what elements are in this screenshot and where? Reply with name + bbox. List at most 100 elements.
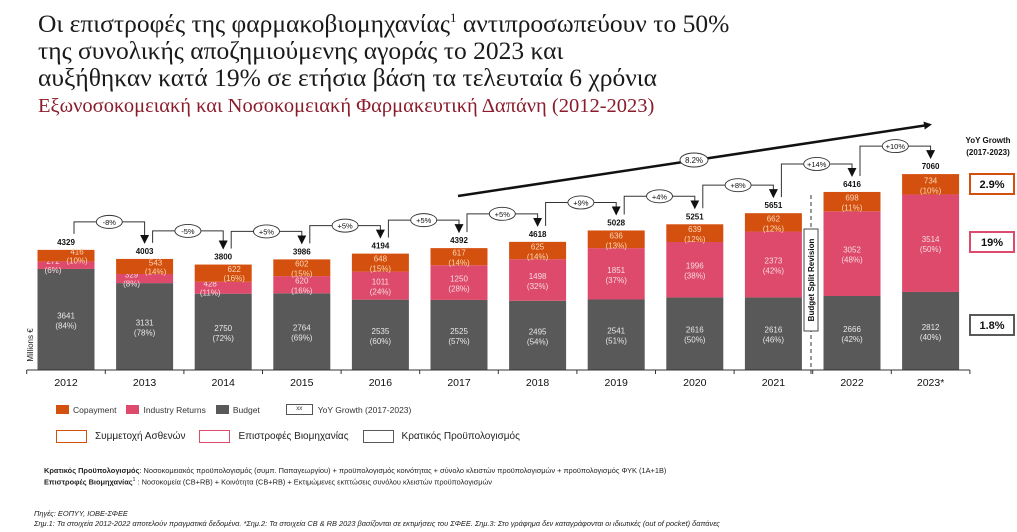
x-tick-label: 2021 (762, 377, 786, 389)
yoy-badge (803, 157, 831, 171)
bar-segment-copayment (194, 264, 252, 282)
bar-segment-industry-returns (194, 281, 252, 294)
segment-value-label: 1851 (607, 266, 625, 275)
yoy-badge (331, 218, 359, 233)
segment-value-label: 2535 (372, 327, 390, 336)
bar-segment-copayment (37, 249, 95, 262)
segment-percent-label: (51%) (606, 337, 628, 346)
legend-gr-budget: Κρατικός Προϋπολογισμός (362, 430, 520, 443)
note-returns-footnote-marker: 1 (132, 476, 136, 483)
legend-gr-copayment: Συμμετοχή Ασθενών (56, 430, 185, 443)
segment-percent-label: (14%) (527, 253, 549, 262)
bar-segment-industry-returns (744, 231, 802, 298)
segment-value-label: 2812 (922, 323, 940, 332)
bar-segment-industry-returns (509, 259, 567, 301)
segment-percent-label: (10%) (920, 186, 942, 195)
bar-total-label: 4194 (372, 242, 390, 251)
bar-segment-budget (666, 297, 724, 370)
bar-segment-budget (587, 299, 645, 370)
segment-value-label: 2616 (686, 326, 704, 335)
note-returns-definition: : Νοσοκομεία (CB+RB) + Κοινότητα (CB+RB)… (135, 476, 492, 486)
sources-line: Πηγές: ΕΟΠΥΥ, ΙΟΒΕ-ΣΦΕΕ (34, 509, 128, 518)
bar-total-label: 6416 (843, 180, 861, 189)
legend-gr-label-budget: Κρατικός Προϋπολογισμός (401, 431, 520, 442)
segment-value-label: 2616 (765, 326, 783, 335)
note-budget-term: Κρατικός Προϋπολογισμός (44, 466, 140, 475)
headline-footnote-marker: 1 (449, 10, 457, 25)
yoy-badge-label: +5% (495, 210, 511, 219)
definitions-notes: Κρατικός Προϋπολογισμός: Νοσοκομειακός π… (44, 466, 666, 486)
headline-line-1-tail: αντιπροσωπεύουν το 50% (456, 9, 730, 38)
segment-percent-label: (72%) (213, 334, 235, 343)
segment-value-label: 698 (845, 194, 859, 203)
yoy-badge (488, 206, 516, 221)
segment-percent-label: (8%) (123, 280, 140, 289)
note-returns: Επιστροφές Βιομηχανίας1 : Νοσοκομεία (CB… (44, 476, 666, 487)
yoy-budget-box (969, 314, 1015, 336)
y-axis-label: Millions € (26, 328, 35, 362)
legend-greek: Συμμετοχή Ασθενών Επιστροφές Βιομηχανίας… (56, 430, 534, 443)
segment-percent-label: (84%) (55, 321, 77, 330)
yoy-badge-label: +5% (416, 216, 432, 225)
bar-segment-copayment (273, 259, 331, 277)
note-returns-term: Επιστροφές Βιομηχανίας (44, 476, 133, 486)
bar-segment-copayment (823, 191, 881, 212)
segment-value-label: 3131 (136, 319, 154, 328)
yoy-badge (646, 189, 673, 204)
segment-percent-label: (6%) (45, 266, 62, 275)
legend-label-yoy: YoY Growth (2017-2023) (317, 404, 412, 415)
segment-percent-label: (42%) (763, 266, 785, 275)
yoy-badge-label: +10% (886, 142, 906, 151)
segment-value-label: 2764 (293, 324, 311, 333)
note-budget: Κρατικός Προϋπολογισμός: Νοσοκομειακός π… (44, 466, 666, 476)
segment-percent-label: (50%) (684, 336, 706, 345)
sources-notes: Πηγές: ΕΟΠΥΥ, ΙΟΒΕ-ΣΦΕΕ Σημ.1: Τα στοιχε… (34, 509, 720, 529)
yoy-box-swatch: xx (285, 404, 313, 415)
bar-segment-copayment (351, 253, 409, 272)
segment-value-label: 3514 (922, 235, 940, 244)
legend-gr-label-copayment: Συμμετοχή Ασθενών (95, 431, 186, 442)
segment-value-label: 617 (452, 249, 466, 258)
segment-percent-label: (42%) (841, 335, 863, 344)
yoy-budget-value: 1.8% (979, 320, 1004, 332)
legend-label-copayment: Copayment (73, 404, 117, 415)
segment-percent-label: (46%) (763, 336, 785, 345)
segment-percent-label: (78%) (134, 329, 156, 338)
bar-segment-budget (273, 293, 331, 370)
copayment-swatch (56, 405, 69, 414)
yoy-panel-subtitle: (2017-2023) (966, 148, 1010, 157)
bar-segment-budget (823, 296, 881, 370)
x-tick-label: 2015 (290, 377, 314, 389)
yoy-badge (410, 213, 438, 228)
segment-value-label: 734 (924, 176, 938, 185)
segment-value-label: 2750 (214, 324, 232, 333)
yoy-badge (567, 195, 595, 210)
bar-total-label: 7060 (922, 162, 940, 171)
segment-percent-label: (57%) (448, 337, 470, 346)
segment-value-label: 543 (149, 258, 163, 267)
bar-total-label: 3986 (293, 247, 311, 256)
yoy-badge-label: +8% (730, 181, 746, 190)
segment-value-label: 2525 (450, 327, 468, 336)
yoy-badge (174, 223, 202, 238)
legend-label-industry-returns: Industry Returns (143, 404, 206, 415)
headline-line-2: της συνολικής αποζημιούμενης αγοράς το 2… (38, 36, 564, 65)
bar-segment-industry-returns (351, 271, 409, 300)
segment-percent-label: (69%) (291, 334, 313, 343)
x-tick-label: 2022 (840, 377, 864, 389)
bar-total-label: 3800 (214, 253, 232, 262)
segment-percent-label: (37%) (606, 276, 628, 285)
yoy-badge-label: -8% (103, 218, 117, 227)
bar-segment-industry-returns (116, 273, 174, 284)
yoy-badge-label: +5% (259, 227, 275, 236)
segment-percent-label: (24%) (370, 288, 392, 297)
x-tick-label: 2017 (447, 377, 471, 389)
x-tick-label: 2013 (133, 377, 157, 389)
cagr-badge (679, 152, 709, 168)
segment-percent-label: (15%) (370, 265, 392, 274)
segment-percent-label: (13%) (606, 241, 628, 250)
bar-segment-industry-returns (823, 211, 881, 297)
bar-segment-industry-returns (430, 265, 488, 300)
bar-total-label: 4329 (57, 238, 75, 247)
bar-segment-budget (744, 297, 802, 370)
